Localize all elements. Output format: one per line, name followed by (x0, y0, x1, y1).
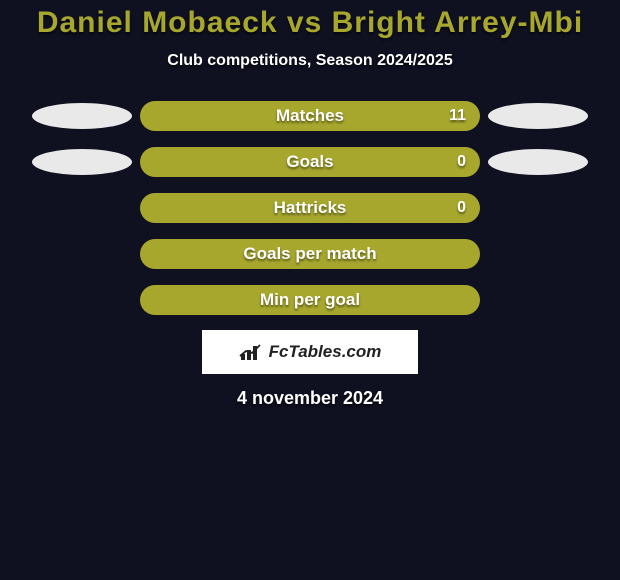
page-title: Daniel Mobaeck vs Bright Arrey-Mbi (0, 0, 620, 40)
bar-chart-icon (239, 342, 263, 362)
logo-text: FcTables.com (269, 342, 382, 362)
stat-label: Min per goal (260, 290, 360, 310)
page-subtitle: Club competitions, Season 2024/2025 (0, 40, 620, 70)
right-ellipse (488, 103, 588, 129)
stat-label: Goals (286, 152, 333, 172)
stat-label: Hattricks (274, 198, 347, 218)
stat-row: Matches 11 (0, 100, 620, 132)
stat-label: Goals per match (243, 244, 376, 264)
stat-value: 0 (457, 153, 466, 171)
stat-label: Matches (276, 106, 344, 126)
left-ellipse (32, 149, 132, 175)
stat-bar: Hattricks 0 (140, 193, 480, 223)
left-ellipse (32, 103, 132, 129)
stat-value: 0 (457, 199, 466, 217)
stat-bar: Goals 0 (140, 147, 480, 177)
stat-bar: Min per goal (140, 285, 480, 315)
stats-rows: Matches 11 Goals 0 Hattricks 0 Goals per… (0, 100, 620, 316)
right-ellipse (488, 149, 588, 175)
stat-row: Goals per match (0, 238, 620, 270)
logo: FcTables.com (202, 330, 418, 374)
stat-row: Goals 0 (0, 146, 620, 178)
stat-bar: Goals per match (140, 239, 480, 269)
stat-row: Hattricks 0 (0, 192, 620, 224)
stat-row: Min per goal (0, 284, 620, 316)
date-label: 4 november 2024 (0, 388, 620, 409)
stat-bar: Matches 11 (140, 101, 480, 131)
stat-value: 11 (449, 107, 466, 125)
